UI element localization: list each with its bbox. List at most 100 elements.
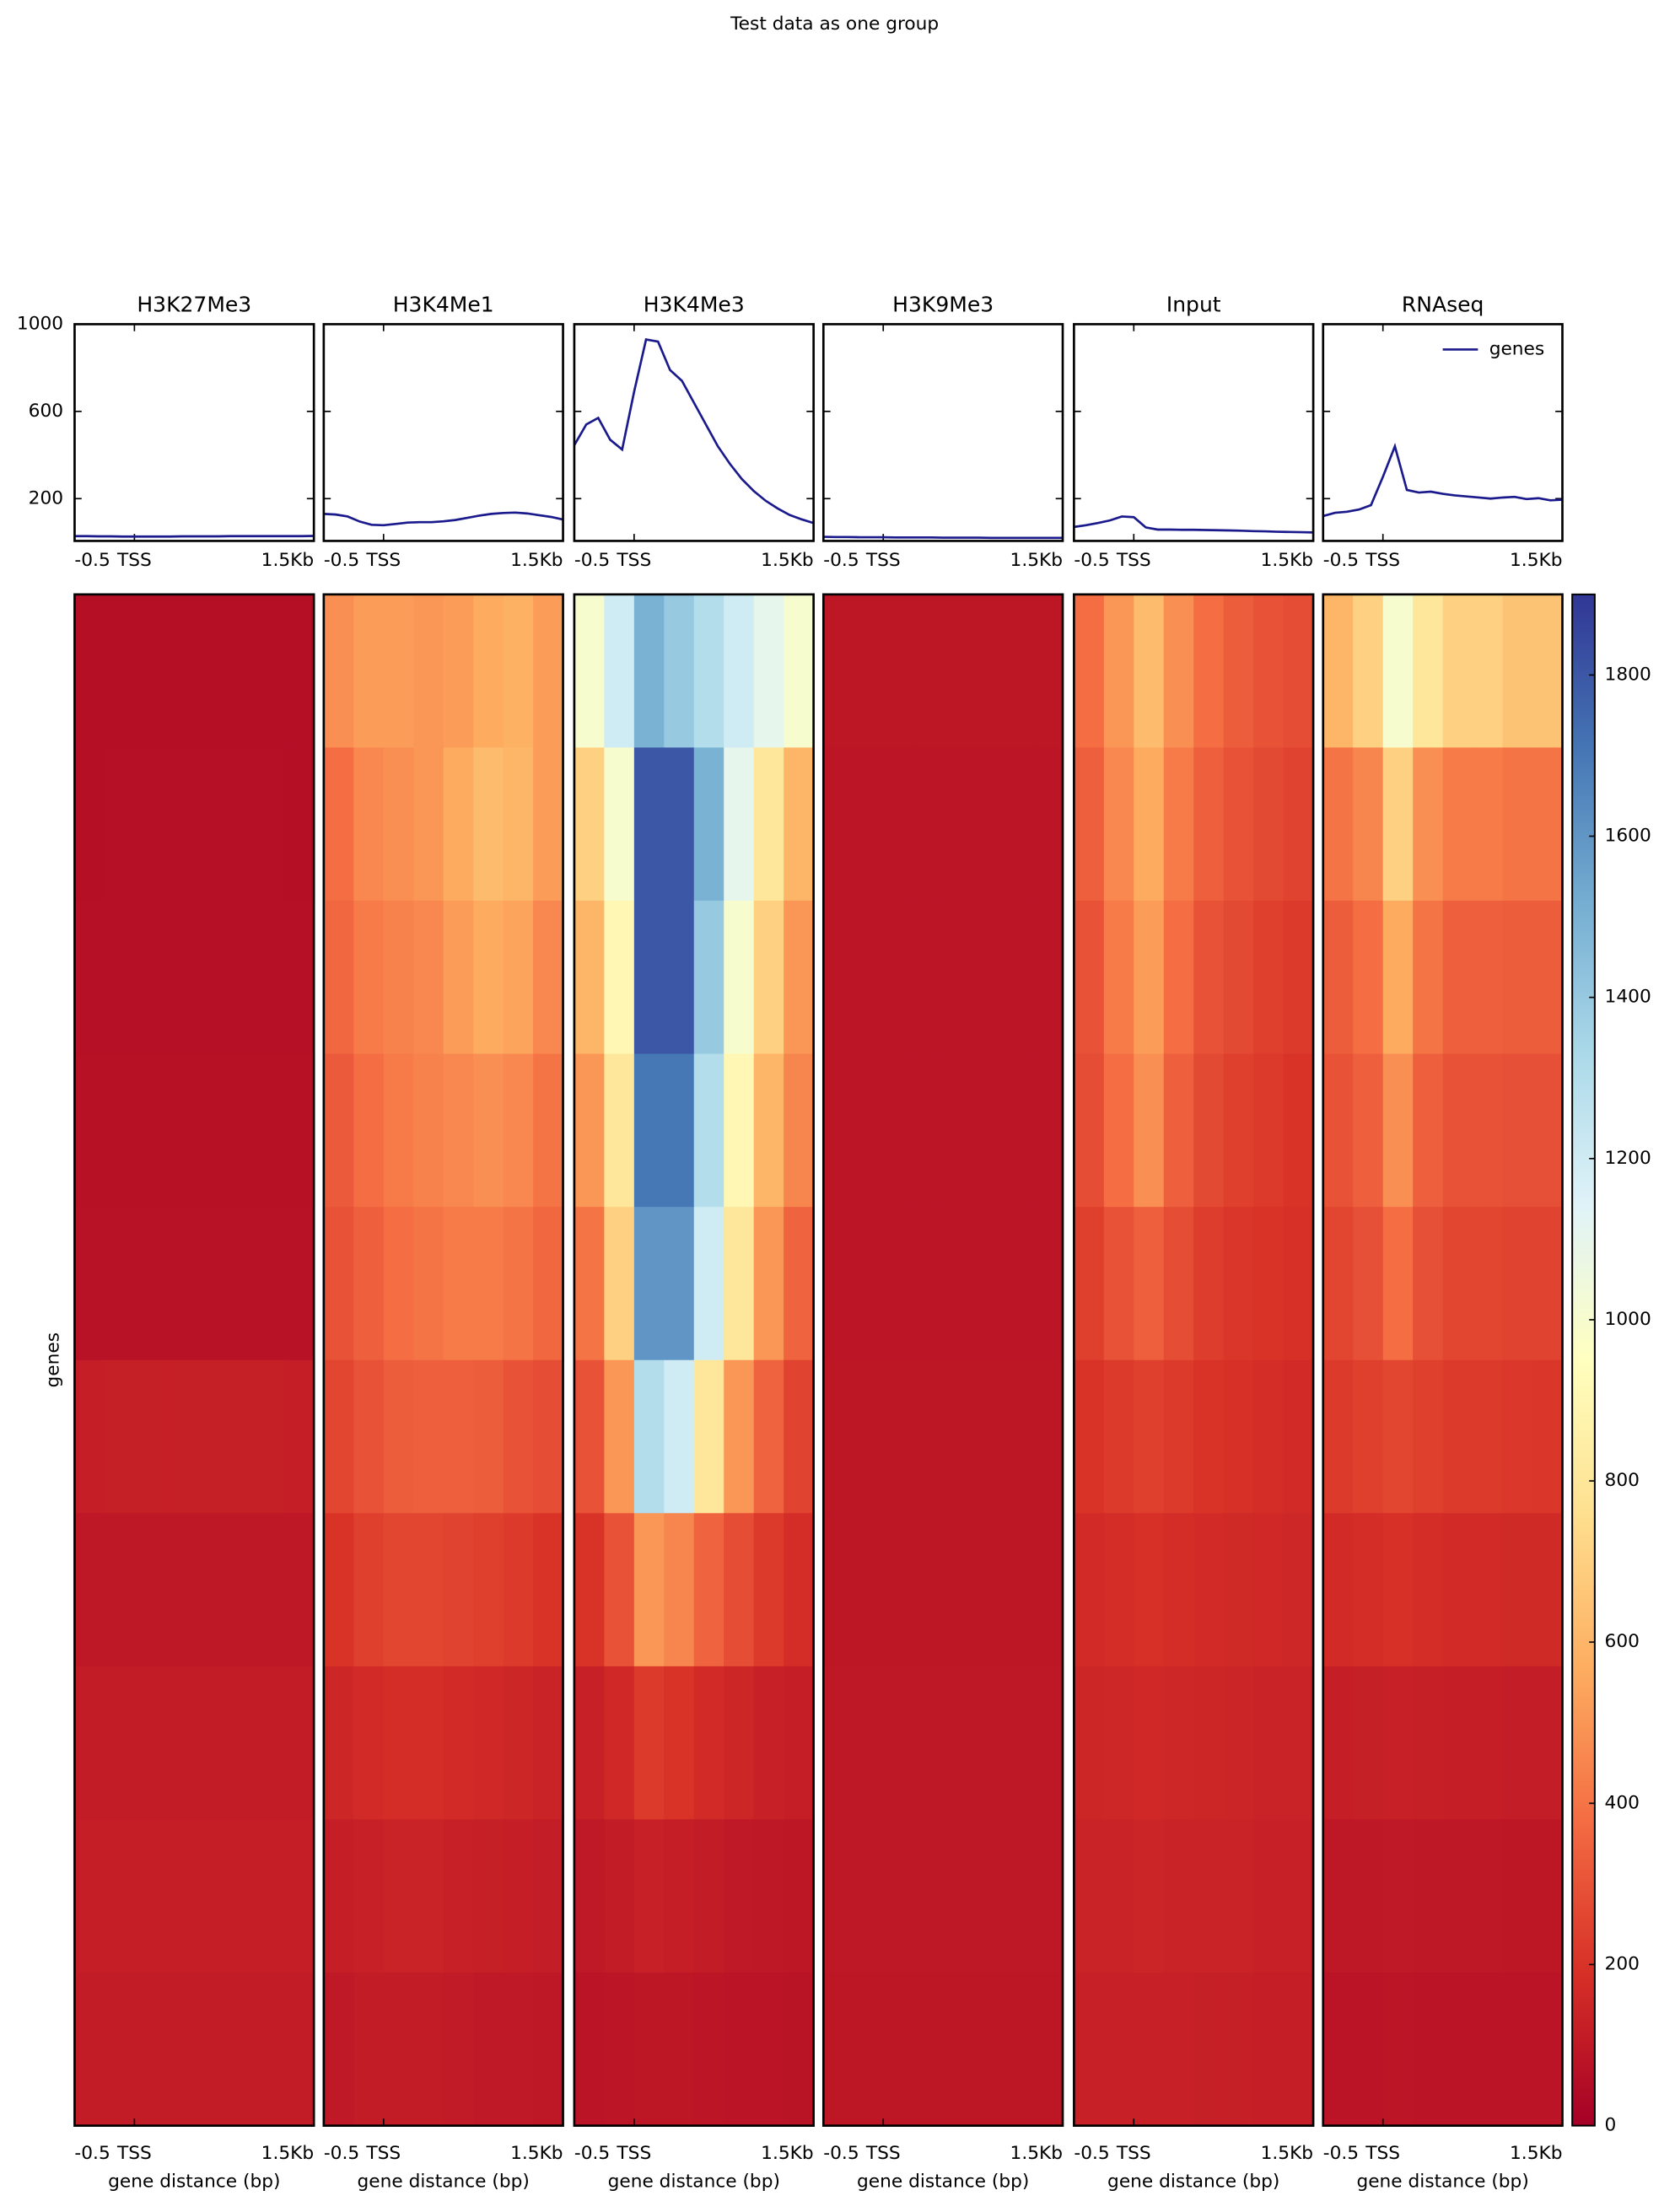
heatmap-cell	[724, 1666, 755, 1820]
heatmap-cell	[1283, 1819, 1314, 1973]
x-tick-label: 1.5Kb	[1010, 2143, 1063, 2164]
heatmap-cell	[503, 594, 534, 748]
heatmap-cell	[473, 747, 504, 901]
heatmap-cell	[1032, 1973, 1064, 2127]
heatmap-cell	[1382, 1207, 1414, 1361]
heatmap-cell	[1134, 747, 1165, 901]
heatmap-cell	[1283, 1666, 1314, 1820]
heatmap-cell	[1413, 1053, 1444, 1208]
profile-line	[573, 337, 815, 525]
heatmap-cell	[1413, 594, 1444, 748]
heatmap-cell	[503, 1207, 534, 1361]
heatmap-cell	[1134, 1513, 1165, 1667]
heatmap-cell	[323, 1819, 354, 1973]
colorbar-tick-label: 0	[1605, 2115, 1617, 2136]
heatmap-cell	[1134, 1359, 1165, 1514]
heatmap-cell	[1473, 1819, 1504, 1973]
heatmap-cell	[473, 1053, 504, 1208]
heatmap-cell	[283, 1973, 315, 2127]
heatmap-cell	[533, 1819, 564, 1973]
heatmap-cell	[353, 1513, 385, 1667]
heatmap-cell	[1003, 1666, 1034, 1820]
heatmap-cell	[413, 1359, 444, 1514]
heatmap-cell	[283, 747, 315, 901]
x-tick-label: 1.5Kb	[1510, 2143, 1562, 2164]
heatmap-cell	[604, 1053, 635, 1208]
heatmap-cell	[134, 1973, 165, 2127]
heatmap-cell	[1163, 747, 1194, 901]
heatmap-cell	[1473, 594, 1504, 748]
heatmap-cell	[1353, 1359, 1384, 1514]
heatmap-cell	[1193, 1513, 1225, 1667]
heatmap-cell	[1413, 1513, 1444, 1667]
heatmap-cell	[1322, 594, 1354, 748]
heatmap-cell	[1032, 1666, 1064, 1820]
heatmap-cell	[134, 1819, 165, 1973]
heatmap-cell	[134, 1513, 165, 1667]
profile-line	[823, 536, 1064, 540]
panel-frame	[573, 593, 815, 2127]
heatmap-cell	[1502, 901, 1533, 1055]
heatmap-cell	[1283, 1053, 1314, 1208]
y-tick-label: 600	[29, 401, 63, 422]
heatmap-cell	[1074, 1513, 1105, 1667]
colorbar-tick-label: 1200	[1605, 1148, 1651, 1169]
heatmap-cell	[1163, 1513, 1194, 1667]
heatmap-cell	[104, 1973, 135, 2127]
heatmap-cell	[74, 1819, 105, 1973]
heatmap-cell	[283, 1207, 315, 1361]
heatmap-cell	[1322, 1513, 1354, 1667]
heatmap-cell	[604, 1359, 635, 1514]
heatmap-cell	[1253, 1359, 1285, 1514]
heatmap-cell	[972, 1513, 1004, 1667]
heatmap-cell	[1003, 1207, 1034, 1361]
x-tick-label: -0.5	[1323, 2143, 1359, 2164]
heatmap-cell	[913, 747, 944, 901]
heatmap-cell	[1502, 1819, 1533, 1973]
heatmap-cell	[254, 747, 285, 901]
colorbar-tick-label: 1400	[1605, 987, 1651, 1008]
x-tick-label: 1.5Kb	[261, 550, 314, 571]
heatmap-cell	[104, 594, 135, 748]
heatmap-cell	[1413, 1973, 1444, 2127]
heatmap-cell	[383, 747, 414, 901]
heatmap-cell	[1353, 1973, 1384, 2127]
heatmap-cell	[164, 1819, 195, 1973]
heatmap-cell	[883, 1207, 914, 1361]
heatmap-cell	[724, 1819, 755, 1973]
panel-frame	[1073, 593, 1315, 2127]
heatmap-cell	[1442, 594, 1473, 748]
heatmap-cell	[353, 1359, 385, 1514]
heatmap-cell	[1413, 1666, 1444, 1820]
heatmap-cell	[753, 1207, 784, 1361]
heatmap-cell	[533, 1359, 564, 1514]
heatmap-cell	[254, 1359, 285, 1514]
heatmap-cell	[104, 1359, 135, 1514]
heatmap-cell	[443, 1053, 474, 1208]
heatmap-cell	[883, 1513, 914, 1667]
heatmap-cell	[1253, 1053, 1285, 1208]
x-tick-label: 1.5Kb	[1010, 550, 1063, 571]
colorbar-tick-label: 600	[1605, 1631, 1640, 1652]
x-tick-label: 1.5Kb	[261, 2143, 314, 2164]
heatmap-cell	[972, 1819, 1004, 1973]
y-tick-label: 200	[29, 487, 63, 509]
x-tick-label: -0.5	[1323, 550, 1359, 571]
heatmap-cell	[1193, 1666, 1225, 1820]
heatmap-cell	[353, 1819, 385, 1973]
heatmap-cell	[1103, 747, 1134, 901]
heatmap-cell	[134, 747, 165, 901]
heatmap-cell	[823, 1207, 854, 1361]
heatmap-cell	[633, 747, 665, 901]
heatmap-cell	[1032, 1359, 1064, 1514]
heatmap-cell	[1003, 747, 1034, 901]
heatmap-cell	[1003, 901, 1034, 1055]
heatmap-cell	[823, 747, 854, 901]
heatmap-cell	[1413, 1819, 1444, 1973]
heatmap-cell	[1413, 747, 1444, 901]
heatmap-cell	[1223, 594, 1254, 748]
heatmap-cell	[254, 1819, 285, 1973]
panel-frame	[322, 593, 564, 2127]
heatmap-cell	[1163, 1819, 1194, 1973]
heatmap-cell	[473, 1359, 504, 1514]
